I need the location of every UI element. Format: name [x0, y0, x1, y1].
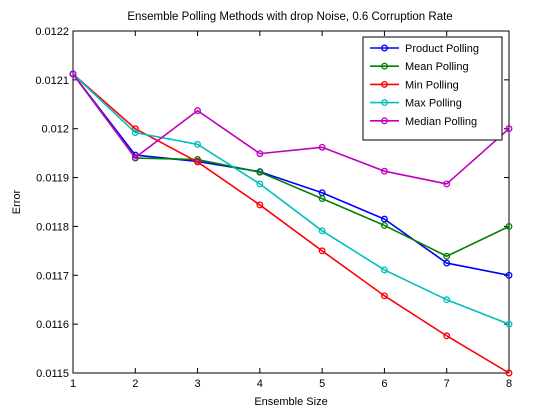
data-point-max-polling	[443, 296, 451, 304]
chart-title: Ensemble Polling Methods with drop Noise…	[127, 11, 452, 23]
legend-label: Median Polling	[405, 116, 477, 128]
legend-label: Min Polling	[405, 79, 459, 91]
y-tick-label: 0.0118	[36, 221, 69, 233]
x-tick-label: 6	[381, 378, 387, 390]
x-tick-label: 1	[70, 378, 76, 390]
data-point-min-polling	[318, 247, 326, 255]
data-point-product-polling	[380, 215, 388, 223]
data-point-median-polling	[443, 180, 451, 188]
legend: Product Polling Mean Polling Min Polling Ma…	[362, 36, 503, 141]
data-point-min-polling	[443, 332, 451, 340]
data-point-mean-polling	[443, 252, 451, 260]
data-point-mean-polling	[505, 222, 513, 230]
legend-swatch-marker	[381, 44, 388, 52]
legend-swatch-marker	[381, 117, 388, 125]
series-line-mean-polling	[72, 73, 510, 258]
legend-label: Product Polling	[405, 43, 479, 55]
x-axis-label: Ensemble Size	[254, 396, 327, 408]
x-tick-label: 3	[195, 378, 201, 390]
data-point-max-polling	[505, 320, 513, 328]
legend-swatch-marker	[381, 62, 388, 70]
y-tick-label: 0.0117	[36, 270, 69, 282]
data-point-max-polling	[256, 180, 264, 188]
x-tick-label: 4	[257, 378, 263, 390]
y-tick-label: 0.0122	[35, 26, 69, 38]
x-tick-label: 7	[444, 378, 450, 390]
data-point-median-polling	[69, 70, 77, 78]
series-line-max-polling	[72, 73, 510, 325]
data-point-median-polling	[380, 167, 388, 175]
y-tick-label: 0.012	[41, 124, 69, 136]
axis-ticks: 1 2 3 4 5 6 7 8 0.0115 0.0116 0.0117 0.0118 0.0119 0.…	[35, 26, 512, 390]
x-tick-label: 2	[132, 378, 138, 390]
data-point-max-polling	[194, 140, 202, 148]
data-point-median-polling	[505, 125, 513, 133]
legend-swatch-marker	[381, 80, 388, 88]
y-tick-label: 0.0116	[36, 319, 69, 331]
data-point-min-polling	[194, 158, 202, 166]
data-point-product-polling	[443, 259, 451, 267]
series-line-median-polling	[72, 73, 510, 185]
legend-label: Mean Polling	[405, 61, 469, 73]
data-point-min-polling	[256, 201, 264, 209]
data-point-max-polling	[131, 129, 139, 137]
data-point-min-polling	[380, 292, 388, 300]
data-point-median-polling	[318, 143, 326, 151]
legend-label: Max Polling	[405, 98, 462, 110]
data-point-min-polling	[131, 125, 139, 133]
legend-swatch-marker	[381, 99, 388, 107]
y-tick-label: 0.0121	[35, 75, 69, 87]
x-tick-label: 8	[506, 378, 512, 390]
data-point-max-polling	[318, 227, 326, 235]
data-point-median-polling	[131, 154, 139, 161]
data-point-mean-polling	[380, 222, 388, 229]
data-point-min-polling	[505, 369, 513, 377]
data-point-median-polling	[256, 150, 264, 158]
x-tick-label: 5	[319, 378, 325, 390]
y-tick-label: 0.0115	[36, 368, 69, 380]
data-point-median-polling	[194, 107, 202, 115]
series-layer	[69, 70, 513, 377]
data-point-max-polling	[380, 266, 388, 274]
data-point-mean-polling	[256, 168, 264, 176]
y-axis-label: Error	[11, 189, 23, 214]
data-point-product-polling	[505, 271, 513, 279]
data-point-mean-polling	[318, 195, 326, 203]
series-line-product-polling	[72, 73, 510, 277]
y-tick-label: 0.0119	[36, 173, 69, 185]
